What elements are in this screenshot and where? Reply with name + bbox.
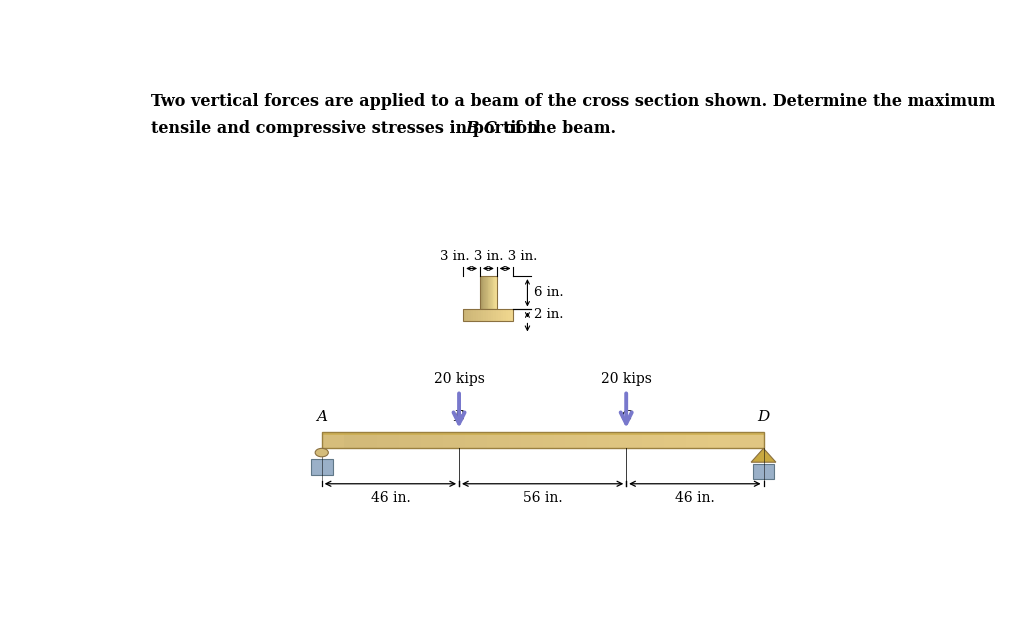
- Polygon shape: [483, 310, 485, 320]
- Polygon shape: [509, 310, 511, 320]
- Polygon shape: [487, 432, 499, 448]
- Polygon shape: [587, 432, 598, 448]
- Polygon shape: [642, 432, 653, 448]
- Polygon shape: [468, 310, 471, 320]
- Polygon shape: [719, 432, 730, 448]
- Polygon shape: [344, 432, 355, 448]
- Polygon shape: [463, 310, 466, 320]
- Polygon shape: [554, 432, 564, 448]
- Polygon shape: [466, 310, 468, 320]
- Polygon shape: [631, 432, 642, 448]
- Polygon shape: [478, 310, 481, 320]
- Polygon shape: [355, 432, 366, 448]
- Polygon shape: [730, 432, 741, 448]
- Text: 2 in.: 2 in.: [534, 308, 563, 322]
- Polygon shape: [751, 448, 776, 462]
- Text: 3 in. 3 in. 3 in.: 3 in. 3 in. 3 in.: [439, 250, 537, 263]
- Text: 6 in.: 6 in.: [534, 286, 563, 299]
- Polygon shape: [686, 432, 697, 448]
- Text: D: D: [758, 410, 770, 424]
- Polygon shape: [665, 432, 675, 448]
- Polygon shape: [465, 432, 476, 448]
- Polygon shape: [620, 432, 631, 448]
- Polygon shape: [564, 432, 575, 448]
- Polygon shape: [471, 310, 473, 320]
- Polygon shape: [377, 432, 388, 448]
- Polygon shape: [753, 432, 764, 448]
- Polygon shape: [455, 432, 465, 448]
- Polygon shape: [333, 432, 344, 448]
- Polygon shape: [322, 432, 333, 448]
- Text: 20 kips: 20 kips: [601, 372, 651, 386]
- Text: tensile and compressive stresses in portion: tensile and compressive stresses in port…: [152, 120, 545, 138]
- Polygon shape: [473, 310, 476, 320]
- Text: C: C: [621, 410, 632, 424]
- Text: 20 kips: 20 kips: [433, 372, 484, 386]
- Polygon shape: [598, 432, 609, 448]
- Polygon shape: [709, 432, 719, 448]
- Polygon shape: [490, 310, 494, 320]
- Polygon shape: [501, 310, 504, 320]
- Polygon shape: [388, 432, 399, 448]
- Polygon shape: [499, 310, 501, 320]
- Polygon shape: [485, 310, 488, 320]
- Polygon shape: [575, 432, 587, 448]
- Polygon shape: [653, 432, 665, 448]
- Polygon shape: [488, 310, 490, 320]
- Polygon shape: [481, 310, 483, 320]
- Polygon shape: [366, 432, 377, 448]
- Polygon shape: [322, 432, 764, 435]
- Polygon shape: [504, 310, 506, 320]
- Ellipse shape: [315, 448, 329, 457]
- Polygon shape: [511, 310, 513, 320]
- Polygon shape: [741, 432, 753, 448]
- Text: A: A: [316, 410, 328, 424]
- Polygon shape: [399, 432, 410, 448]
- Text: B: B: [454, 410, 465, 424]
- Polygon shape: [506, 310, 509, 320]
- Text: B C: B C: [465, 120, 497, 138]
- Polygon shape: [421, 432, 432, 448]
- Text: 56 in.: 56 in.: [523, 492, 562, 506]
- Polygon shape: [609, 432, 620, 448]
- Polygon shape: [531, 432, 543, 448]
- Polygon shape: [520, 432, 531, 448]
- Polygon shape: [543, 432, 554, 448]
- Polygon shape: [311, 459, 333, 475]
- Polygon shape: [753, 464, 774, 479]
- Polygon shape: [476, 432, 487, 448]
- Text: of the beam.: of the beam.: [493, 120, 616, 138]
- Polygon shape: [494, 310, 496, 320]
- Polygon shape: [697, 432, 709, 448]
- Text: 46 in.: 46 in.: [371, 492, 411, 506]
- Polygon shape: [510, 432, 520, 448]
- Polygon shape: [496, 310, 499, 320]
- Text: 46 in.: 46 in.: [675, 492, 715, 506]
- Polygon shape: [432, 432, 443, 448]
- Polygon shape: [443, 432, 455, 448]
- Polygon shape: [476, 310, 478, 320]
- Polygon shape: [410, 432, 421, 448]
- Polygon shape: [675, 432, 686, 448]
- Polygon shape: [499, 432, 510, 448]
- Text: Two vertical forces are applied to a beam of the cross section shown. Determine : Two vertical forces are applied to a bea…: [152, 94, 995, 110]
